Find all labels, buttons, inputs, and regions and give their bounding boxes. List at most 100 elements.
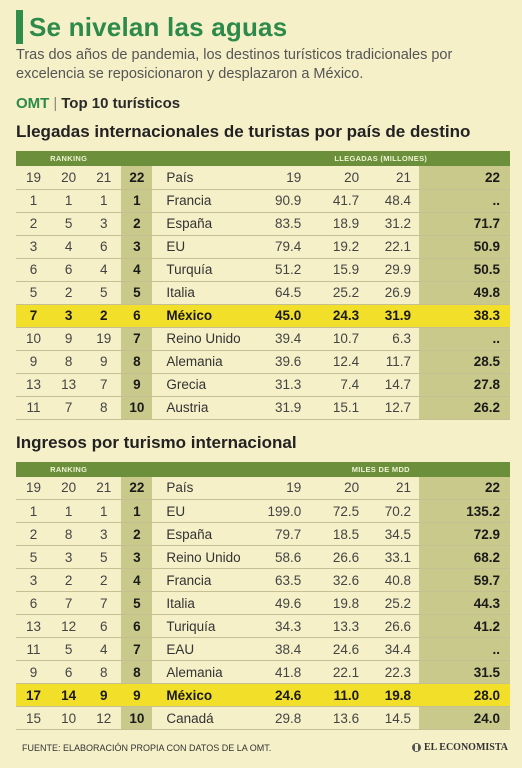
- table-cell: 199.0: [251, 499, 304, 523]
- table-cell: 5: [86, 281, 122, 305]
- table-cell: 6: [51, 660, 87, 684]
- table-cell: 9: [51, 327, 87, 351]
- source-org: OMT: [16, 95, 50, 112]
- table-cell: 64.5: [251, 281, 304, 305]
- values-label: LLEGADAS (MILLONES): [251, 151, 510, 166]
- table-cell: 7: [51, 591, 87, 615]
- table-cell: 1: [51, 499, 87, 523]
- table-cell: 31.5: [418, 660, 510, 684]
- table-cell: 31.2: [361, 212, 419, 236]
- column-header: 19: [16, 166, 52, 190]
- table-cell: 34.5: [361, 522, 419, 546]
- table-row: 2 8 3 2 España 79.7 18.5 34.5 72.9: [16, 522, 510, 546]
- table-cell: 17: [16, 683, 52, 707]
- table-cell: 48.4: [361, 189, 419, 213]
- table-cell: 135.2: [418, 499, 510, 523]
- footer: FUENTE: ELABORACIÓN PROPIA CON DATOS DE …: [22, 742, 508, 753]
- table-cell: 14.7: [361, 373, 419, 397]
- table-cell: 3: [121, 235, 153, 259]
- table-cell: 2: [51, 281, 87, 305]
- table-cell: 1: [121, 189, 153, 213]
- table-row: 9 6 8 8 Alemania 41.8 22.1 22.3 31.5: [16, 660, 510, 684]
- arrivals-section-title: Llegadas internacionales de turistas por…: [16, 122, 471, 141]
- table-cell: México: [152, 683, 252, 707]
- column-header: 21: [361, 166, 419, 190]
- table-row: 13 13 7 9 Grecia 31.3 7.4 14.7 27.8: [16, 373, 510, 397]
- table-cell: 68.2: [418, 545, 510, 569]
- column-header: 21: [86, 476, 122, 500]
- table-cell: 2: [121, 212, 153, 236]
- table-row: 5 3 5 3 Reino Unido 58.6 26.6 33.1 68.2: [16, 545, 510, 569]
- table-cell: 41.7: [303, 189, 362, 213]
- table-cell: 7: [16, 304, 52, 328]
- brand-mark-icon: [412, 743, 421, 752]
- table-cell: 3: [121, 545, 153, 569]
- table-cell: 6.3: [361, 327, 419, 351]
- table-row: 6 7 7 5 Italia 49.6 19.8 25.2 44.3: [16, 591, 510, 615]
- column-header: 22: [418, 166, 510, 190]
- table-cell: 11: [16, 396, 52, 420]
- table-cell: 72.5: [303, 499, 362, 523]
- table-cell: 5: [16, 281, 52, 305]
- table-cell: EAU: [152, 637, 252, 661]
- column-header: 19: [251, 476, 304, 500]
- table-cell: 24.6: [251, 683, 304, 707]
- table-cell: Austria: [152, 396, 252, 420]
- table-cell: 9: [121, 683, 153, 707]
- table-cell: 50.5: [418, 258, 510, 282]
- column-header: 22: [121, 476, 153, 500]
- table-row: 11 5 4 7 EAU 38.4 24.6 34.4..: [16, 637, 510, 661]
- arrivals-table: RANKING LLEGADAS (MILLONES) 19 20 21 22 País 19…: [16, 151, 510, 420]
- table-cell: 25.2: [361, 591, 419, 615]
- table-cell: Reino Unido: [152, 545, 252, 569]
- table-cell: 2: [51, 568, 87, 592]
- table-cell: 3: [16, 235, 52, 259]
- table-cell: 6: [16, 258, 52, 282]
- source-label-row: OMT | Top 10 turísticos: [16, 94, 510, 114]
- table-cell: 18.9: [303, 212, 362, 236]
- table-cell: 1: [86, 189, 122, 213]
- ranking-label: RANKING: [16, 151, 122, 166]
- table-cell: 49.8: [418, 281, 510, 305]
- table-cell: 7: [121, 637, 153, 661]
- band-spacer: [121, 151, 252, 166]
- table-cell: 14: [51, 683, 87, 707]
- table-cell: Canadá: [152, 706, 252, 730]
- table-cell: 6: [86, 235, 122, 259]
- table-cell: 50.9: [418, 235, 510, 259]
- column-header: 20: [303, 166, 362, 190]
- table-cell: Reino Unido: [152, 327, 252, 351]
- table-cell: 8: [86, 660, 122, 684]
- page-title: Se nivelan las aguas: [29, 12, 288, 42]
- table-cell: 12.7: [361, 396, 419, 420]
- table-row: 2 5 3 2 España 83.5 18.9 31.2 71.7: [16, 212, 510, 236]
- table-cell: 24.0: [418, 706, 510, 730]
- table-cell: 1: [51, 189, 87, 213]
- table-row: 13 12 6 6 Turiquía 34.3 13.3 26.6 41.2: [16, 614, 510, 638]
- values-label: MILES DE MDD: [251, 461, 510, 477]
- table-cell: 22.1: [303, 660, 362, 684]
- table-cell: 19.8: [361, 683, 419, 707]
- table-cell: 58.6: [251, 545, 304, 569]
- table-row: 1 1 1 1 EU 199.0 72.5 70.2 135.2: [16, 499, 510, 523]
- table-cell: 27.8: [418, 373, 510, 397]
- column-header: 22: [418, 476, 510, 500]
- table-cell: Italia: [152, 591, 252, 615]
- table-cell: Francia: [152, 568, 252, 592]
- table-cell: 9: [121, 373, 153, 397]
- table-cell: 3: [86, 522, 122, 546]
- table-cell: 4: [86, 258, 122, 282]
- column-header: País: [152, 166, 252, 190]
- table-cell: 11: [16, 637, 52, 661]
- table-row: 15 10 12 10 Canadá 29.8 13.6 14.5 24.0: [16, 706, 510, 730]
- table-cell: 18.5: [303, 522, 362, 546]
- table-cell: 39.4: [251, 327, 304, 351]
- table-cell: 2: [16, 522, 52, 546]
- brand-name: EL ECONOMISTA: [424, 742, 508, 753]
- table-cell: 38.4: [251, 637, 304, 661]
- table-cell: 13.3: [303, 614, 362, 638]
- table-cell: 3: [16, 568, 52, 592]
- table-cell: 1: [16, 499, 52, 523]
- table-row: 5 2 5 5 Italia 64.5 25.2 26.9 49.8: [16, 281, 510, 305]
- table-cell: 70.2: [361, 499, 419, 523]
